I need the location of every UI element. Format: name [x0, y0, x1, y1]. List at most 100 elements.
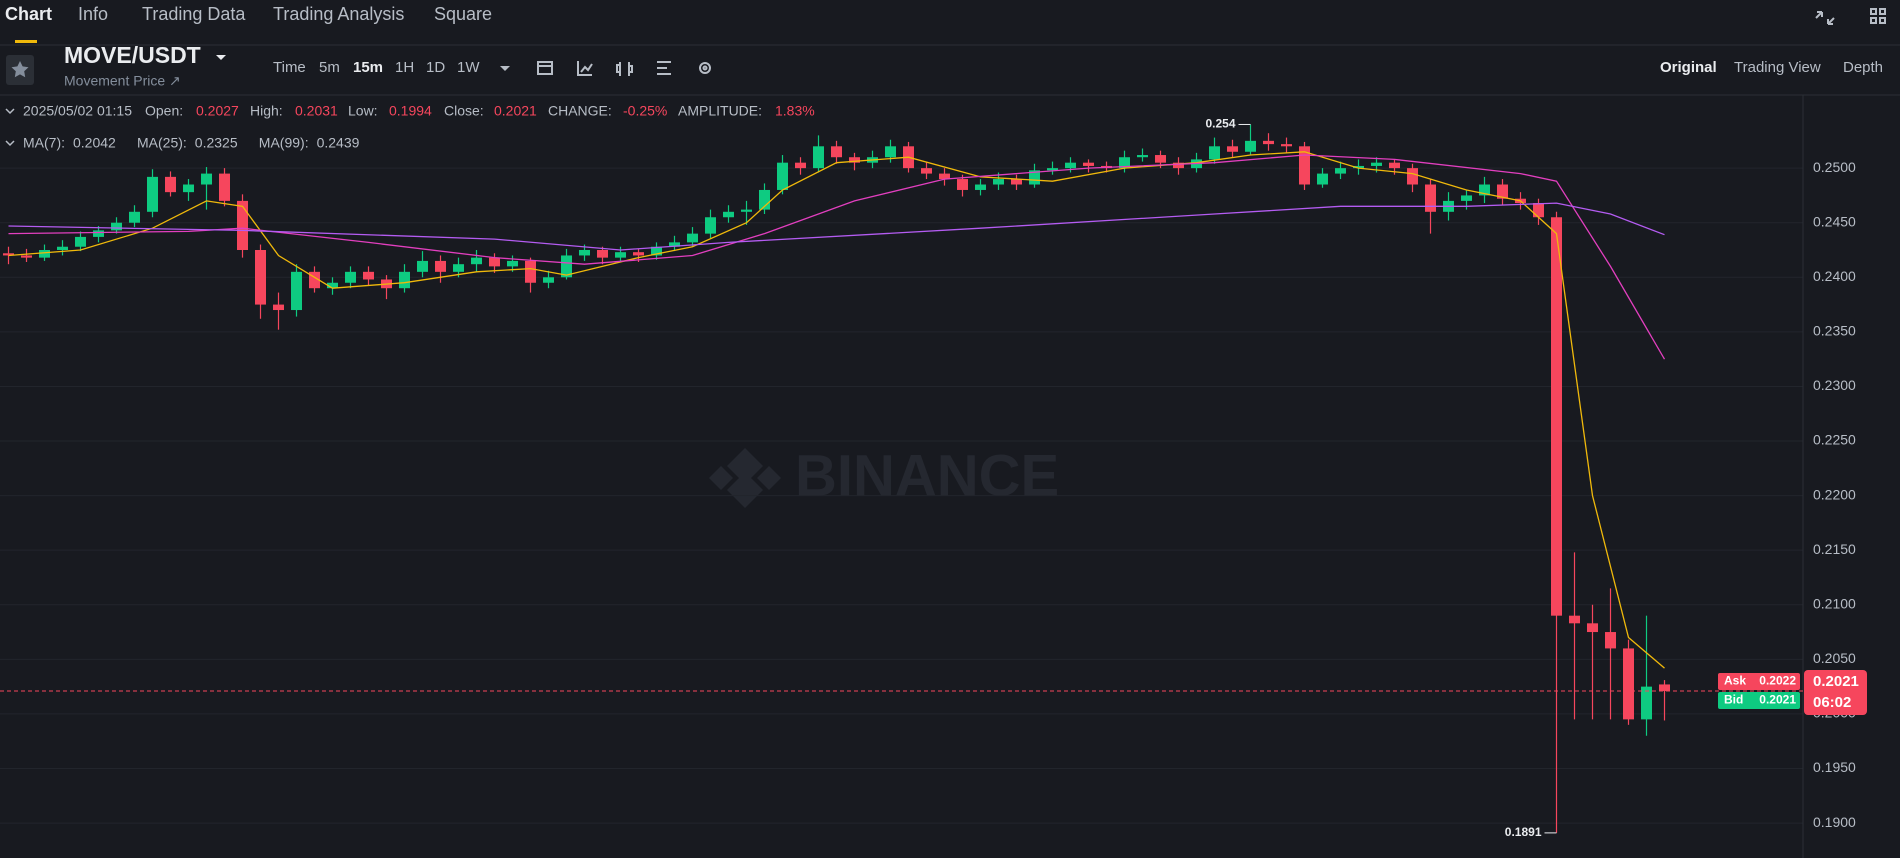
subtitle[interactable]: Movement Price ↗ — [64, 73, 181, 89]
ma-line — [8, 202, 1665, 251]
ohlc-value: 1.83% — [775, 103, 815, 119]
candle-body — [291, 271, 302, 311]
candle-body — [1623, 648, 1634, 720]
window-icons[interactable] — [1815, 8, 1886, 25]
candle-body — [1245, 140, 1256, 152]
candle-body — [453, 264, 464, 272]
candle-body — [777, 162, 788, 190]
tab[interactable]: Info — [78, 4, 108, 24]
interval[interactable]: Time — [273, 59, 306, 76]
candle-body — [687, 233, 698, 243]
candle-body — [651, 246, 662, 256]
candle-body — [255, 250, 266, 305]
candle-body — [57, 246, 68, 251]
view-option[interactable]: Original — [1660, 59, 1717, 76]
ohlc-value: 0.2031 — [295, 103, 338, 119]
candle-body — [345, 271, 356, 283]
candle-body — [615, 252, 626, 258]
bid-value: 0.2021 — [1759, 693, 1796, 707]
ohlc-label: Low: — [348, 103, 378, 119]
bid-tag — [1718, 691, 1800, 709]
candle-body — [669, 242, 680, 247]
candle-time: 2025/05/02 01:15 — [23, 103, 132, 119]
y-tick-label: 0.2250 — [1813, 432, 1856, 448]
ask-tag — [1718, 672, 1800, 690]
ohlc-value: -0.25% — [623, 103, 667, 119]
legend-label[interactable]: MA(7): — [23, 135, 65, 151]
legend-value: 0.2325 — [195, 135, 238, 151]
chart: BINANCE0.19000.19500.20000.20500.21000.2… — [0, 95, 1867, 858]
candle-body — [813, 146, 824, 169]
interval[interactable]: 1W — [457, 59, 480, 76]
candle-body — [795, 162, 806, 169]
y-tick-label: 0.2500 — [1813, 159, 1856, 175]
ask-value: 0.2022 — [1759, 674, 1796, 688]
candle-body — [885, 146, 896, 158]
low-label: 0.1891 — [1505, 825, 1542, 839]
candle-body — [1641, 686, 1652, 720]
y-tick-label: 0.2450 — [1813, 213, 1856, 229]
candle-body — [1011, 179, 1022, 185]
interval[interactable]: 15m — [353, 59, 383, 76]
ohlc-value: 0.1994 — [389, 103, 432, 119]
legend-label[interactable]: MA(25): — [137, 135, 187, 151]
candle-body — [399, 271, 410, 289]
candle-body — [1335, 168, 1346, 174]
candle-body — [957, 179, 968, 190]
candle-body — [561, 255, 572, 278]
candle-body — [1497, 184, 1508, 199]
ohlc-label: CHANGE: — [548, 103, 612, 119]
tab[interactable]: Trading Data — [142, 4, 246, 24]
candle-body — [165, 176, 176, 193]
candle-body — [741, 209, 752, 212]
candle-body — [1263, 140, 1274, 145]
ohlc-label: Open: — [145, 103, 183, 119]
candle-body — [111, 222, 122, 231]
candle-body — [1659, 684, 1670, 691]
chevron[interactable] — [5, 108, 15, 115]
candle-body — [1173, 162, 1184, 169]
symbol[interactable]: MOVE/USDT — [64, 42, 201, 68]
chevron[interactable] — [5, 140, 15, 147]
candle-body — [1299, 146, 1310, 185]
candle-body — [1137, 155, 1148, 158]
candle-body — [543, 277, 554, 283]
legend-label[interactable]: MA(99): — [259, 135, 309, 151]
candle-body — [993, 179, 1004, 185]
price-tag-value: 0.2021 — [1813, 673, 1859, 690]
candle-body — [1209, 146, 1220, 160]
candle-body — [1047, 168, 1058, 171]
interval[interactable]: 5m — [319, 59, 340, 76]
interval[interactable]: 1D — [426, 59, 445, 76]
ohlc-value: 0.2027 — [196, 103, 239, 119]
candle-body — [507, 260, 518, 267]
watermark-logo — [709, 448, 781, 508]
y-tick-label: 0.2350 — [1813, 323, 1856, 339]
candle-body — [723, 211, 734, 218]
candle-body — [363, 271, 374, 280]
candle-body — [1605, 632, 1616, 649]
interval[interactable]: 1H — [395, 59, 414, 76]
y-tick-label: 0.2150 — [1813, 541, 1856, 557]
candle-body — [921, 168, 932, 174]
tab-underline — [15, 40, 37, 43]
candle-body — [597, 250, 608, 258]
candle-body — [1371, 162, 1382, 166]
tab[interactable]: Trading Analysis — [273, 4, 404, 24]
view-option[interactable]: Depth — [1843, 59, 1883, 76]
y-tick-label: 0.1950 — [1813, 759, 1856, 775]
y-tick-label: 0.2300 — [1813, 377, 1856, 393]
candle-body — [1155, 155, 1166, 163]
candle-body — [1479, 184, 1490, 196]
toolbar-icons[interactable] — [500, 61, 711, 76]
candle-body — [219, 173, 230, 201]
star-icon — [11, 61, 29, 78]
tab[interactable]: Square — [434, 4, 492, 24]
view-option[interactable]: Trading View — [1734, 59, 1821, 76]
ma-line — [8, 151, 1665, 669]
ohlc-value: 0.2021 — [494, 103, 537, 119]
y-tick-label: 0.2400 — [1813, 268, 1856, 284]
tab[interactable]: Chart — [5, 4, 52, 24]
